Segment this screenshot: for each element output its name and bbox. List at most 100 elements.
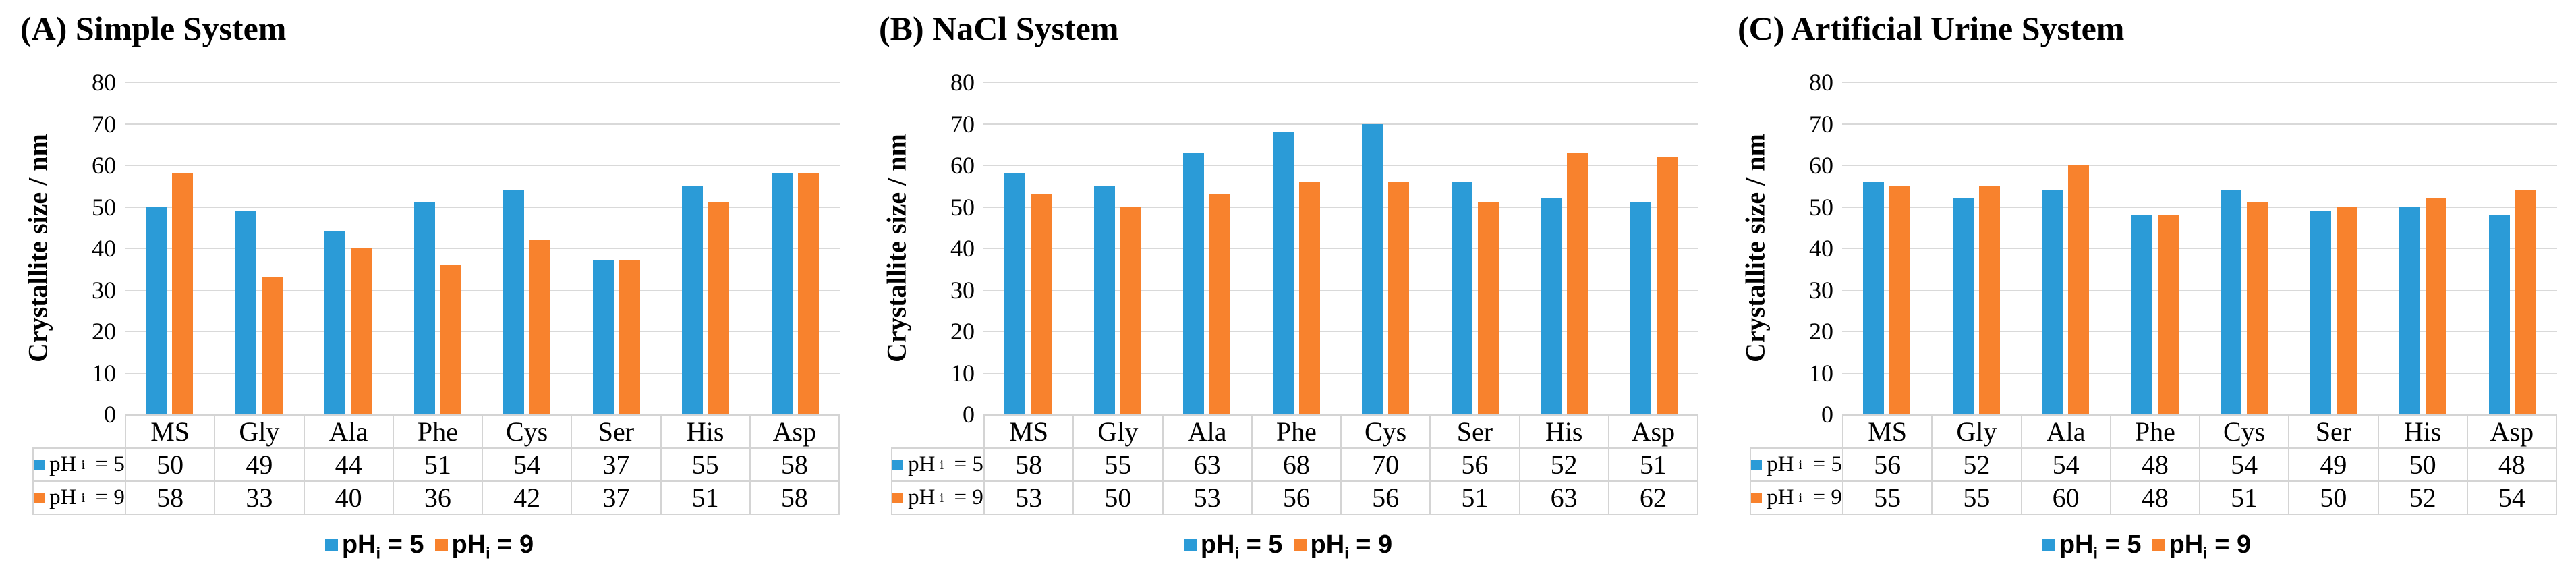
row-label-content: pH i = 9 xyxy=(1751,485,1842,510)
y-tick-label: 0 xyxy=(104,401,116,428)
bar-group-His xyxy=(1520,82,1609,414)
cell-ph5-Ser: 37 xyxy=(571,447,662,482)
legend-item-ph9: pHi = 9 xyxy=(434,530,534,561)
gridline xyxy=(1842,165,2557,166)
bar-group-MS xyxy=(1842,82,1932,414)
column-header-Phe: Phe xyxy=(2109,414,2201,449)
bar-ph9-Ser xyxy=(619,260,640,414)
ph9-swatch-icon xyxy=(1751,492,1763,503)
column-header-Gly: Gly xyxy=(214,414,305,449)
table-row-ph5: pH i = 5 50 49 44 51 54 37 55 58 xyxy=(32,447,840,482)
chart-panel: (C) Artificial Urine System Crystallite … xyxy=(1717,0,2576,577)
y-tick-label: 70 xyxy=(950,110,975,138)
row-label-ph5: pH i = 5 xyxy=(32,447,126,482)
cell-ph9-His: 52 xyxy=(2377,480,2468,515)
cell-ph5-Ser: 56 xyxy=(1429,447,1520,482)
column-header-Ala: Ala xyxy=(303,414,394,449)
row-label-content: pH i = 5 xyxy=(34,452,125,477)
column-header-Phe: Phe xyxy=(392,414,484,449)
cell-ph5-His: 50 xyxy=(2377,447,2468,482)
bar-group-Ser xyxy=(1431,82,1520,414)
gridline xyxy=(983,82,1698,83)
gridline xyxy=(983,331,1698,332)
gridline xyxy=(125,82,840,83)
legend-label: pHi = 9 xyxy=(1310,530,1393,561)
cell-ph9-Ser: 50 xyxy=(2288,480,2379,515)
gridline xyxy=(125,206,840,208)
row-label-ph5: pH i = 5 xyxy=(1750,447,1843,482)
table-header-row: MS Gly Ala Phe Cys Ser His Asp xyxy=(33,414,840,449)
cell-ph9-His: 51 xyxy=(660,480,751,515)
column-header-Ser: Ser xyxy=(571,414,662,449)
y-axis-tick-labels: 0 10 20 30 40 50 60 70 80 xyxy=(917,70,975,427)
bar-group-Cys xyxy=(482,82,572,414)
panel-title: (A) Simple System xyxy=(20,9,287,47)
cell-ph9-MS: 58 xyxy=(124,480,216,515)
series-label-rest: = 5 xyxy=(2098,530,2142,559)
bar-ph9-Asp xyxy=(797,173,819,414)
series-label-base: pH xyxy=(2169,530,2204,559)
legend-label: pHi = 9 xyxy=(451,530,534,561)
bar-groups xyxy=(983,82,1698,414)
bar-group-Phe xyxy=(393,82,483,414)
cell-ph5-Asp: 48 xyxy=(2466,447,2558,482)
column-header-His: His xyxy=(1518,414,1609,449)
bar-ph5-Cys xyxy=(503,190,525,414)
bar-ph9-Asp xyxy=(2515,190,2536,414)
series-label-rest: = 5 xyxy=(90,452,125,476)
column-header-Ala: Ala xyxy=(1162,414,1253,449)
bar-ph9-Phe xyxy=(2157,215,2179,414)
legend-label: pHi = 5 xyxy=(1201,530,1283,562)
bar-group-Ala xyxy=(2021,82,2111,414)
bar-ph5-His xyxy=(682,186,704,414)
cell-ph5-His: 55 xyxy=(660,447,751,482)
cell-ph5-Ala: 44 xyxy=(303,447,394,482)
bar-ph5-Phe xyxy=(1272,132,1294,414)
legend-ph9-swatch-icon xyxy=(434,539,448,551)
cell-ph5-Cys: 54 xyxy=(2198,447,2290,482)
series-label-subscript: i xyxy=(2203,544,2208,562)
gridline xyxy=(1842,82,2557,83)
bar-group-Asp xyxy=(751,82,840,414)
series-label-base: pH xyxy=(2059,530,2094,559)
table-header-row: MS Gly Ala Phe Cys Ser His Asp xyxy=(1750,414,2558,449)
y-axis-tick-labels: 0 10 20 30 40 50 60 70 80 xyxy=(1775,70,1833,427)
ph9-swatch-icon xyxy=(34,492,45,503)
gridline xyxy=(1842,331,2557,332)
legend-ph5-swatch-icon xyxy=(1183,539,1197,551)
legend-label: pHi = 5 xyxy=(342,530,424,561)
gridline xyxy=(125,248,840,249)
y-axis-title: Crystallite size / nm xyxy=(1740,134,1771,363)
column-header-Gly: Gly xyxy=(1072,414,1164,449)
bar-ph9-Ala xyxy=(351,248,372,414)
panel-title: (C) Artificial Urine System xyxy=(1738,9,2125,47)
cell-ph5-Ala: 63 xyxy=(1162,447,1253,482)
bar-group-MS xyxy=(983,82,1073,414)
cell-ph5-Phe: 51 xyxy=(392,447,484,482)
y-tick-label: 80 xyxy=(92,69,116,96)
chart-panel: (B) NaCl System Crystallite size / nm 0 1… xyxy=(859,0,1717,577)
ph5-swatch-icon xyxy=(1751,459,1763,470)
gridline xyxy=(1842,206,2557,208)
column-header-Asp: Asp xyxy=(1607,414,1699,449)
gridline xyxy=(1842,372,2557,374)
legend-item-ph9: pHi = 9 xyxy=(1293,530,1393,561)
series-label-subscript: i xyxy=(1234,544,1240,562)
bar-group-Phe xyxy=(2111,82,2200,414)
series-label-base: pH xyxy=(1310,530,1345,559)
bar-ph5-MS xyxy=(1863,182,1885,414)
bar-ph9-Cys xyxy=(2247,202,2268,414)
gridline xyxy=(125,372,840,374)
column-header-Cys: Cys xyxy=(1340,414,1431,449)
cell-ph9-Phe: 48 xyxy=(2109,480,2201,515)
series-label-base: pH xyxy=(451,530,486,559)
bar-ph9-MS xyxy=(1889,186,1911,414)
bar-ph5-Gly xyxy=(235,211,256,414)
row-label-ph9: pH i = 9 xyxy=(32,480,126,515)
cell-ph9-Phe: 36 xyxy=(392,480,484,515)
table-body: MS Gly Ala Phe Cys Ser His Asp pH i = 5 56 52 54 48 54… xyxy=(1750,414,2558,515)
bar-ph9-His xyxy=(1567,153,1588,414)
series-label-rest: = 5 xyxy=(948,452,983,476)
cell-ph9-Ser: 51 xyxy=(1429,480,1520,515)
bar-ph5-Gly xyxy=(1952,198,1974,414)
